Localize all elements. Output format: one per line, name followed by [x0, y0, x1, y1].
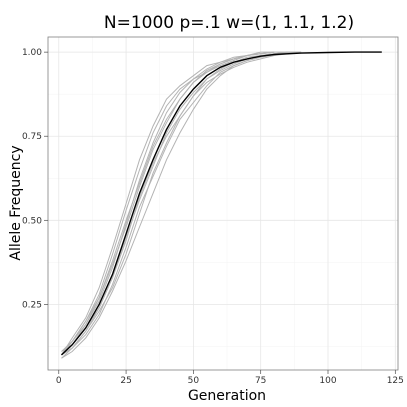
plot-background — [48, 37, 398, 370]
x-tick-label: 125 — [387, 376, 404, 386]
y-tick-label: 1.00 — [22, 48, 42, 58]
x-tick-label: 50 — [188, 376, 200, 386]
y-tick-label: 0.25 — [22, 300, 42, 310]
x-axis-title: Generation — [188, 388, 266, 404]
chart-title: N=1000 p=.1 w=(1, 1.1, 1.2) — [104, 13, 354, 33]
replicate-line-10 — [61, 51, 275, 356]
replicate-line-7 — [61, 51, 302, 356]
x-tick-label: 75 — [255, 376, 266, 386]
y-tick-label: 0.75 — [22, 132, 42, 142]
x-tick-label: 25 — [120, 376, 131, 386]
x-tick-label: 100 — [319, 376, 336, 386]
replicate-line-5 — [61, 51, 275, 356]
y-axis-title: Allele Frequency — [8, 145, 24, 260]
axes: 0 25 50 75 100 125 0.25 0.50 0.75 1.00 — [22, 36, 404, 386]
replicate-line-3 — [61, 51, 275, 356]
expected-frequency-line — [61, 51, 382, 356]
replicate-line-9 — [61, 51, 302, 359]
x-tick-label: 0 — [56, 376, 62, 386]
plot-panel — [48, 37, 398, 370]
panel-border — [47, 36, 399, 371]
y-tick-label: 0.50 — [22, 216, 42, 226]
series-lines — [61, 51, 382, 359]
